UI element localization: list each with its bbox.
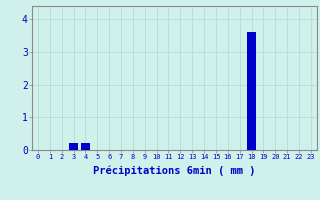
Bar (81, 143, 90, 150)
Bar (247, 32, 256, 150)
Bar (69, 143, 78, 150)
X-axis label: Précipitations 6min ( mm ): Précipitations 6min ( mm ) (93, 166, 256, 176)
